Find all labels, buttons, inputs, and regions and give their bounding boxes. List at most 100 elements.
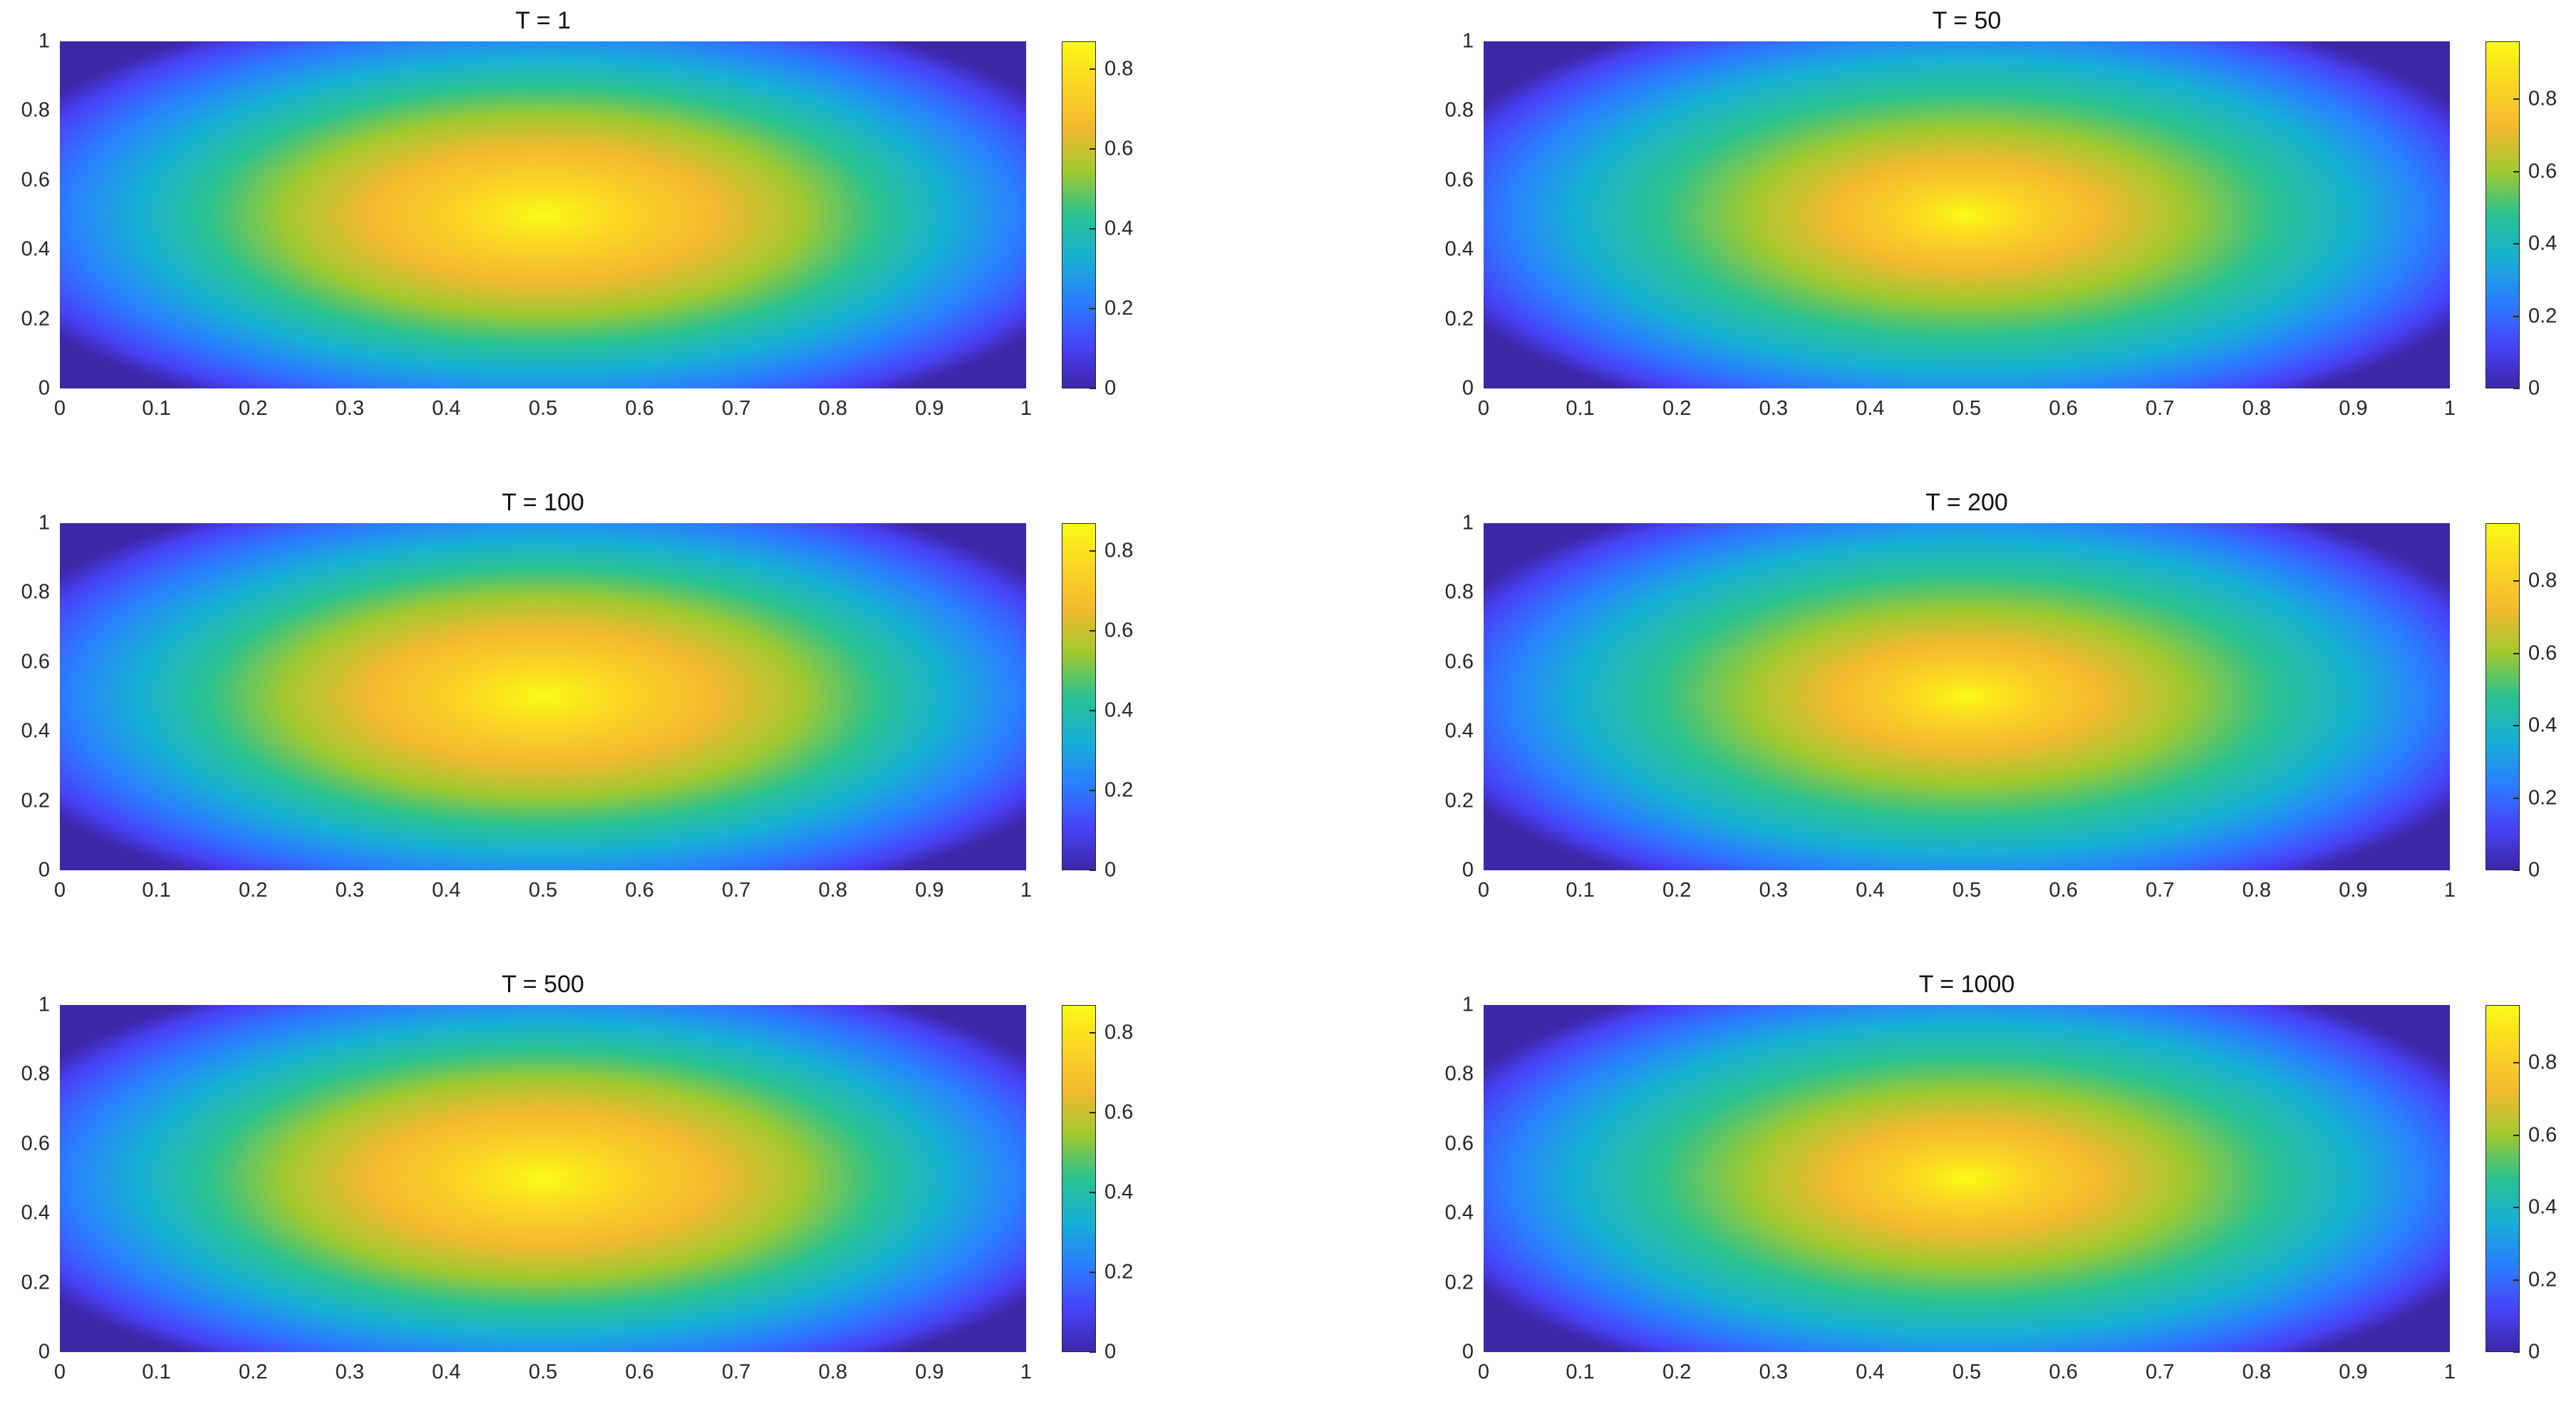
panel-2-colorbar-tick-label: 0.8 [2528, 87, 2557, 110]
panel-2-x-tick-label: 0.4 [1856, 397, 1885, 420]
panel-5-x-tick-label: 0.1 [142, 1361, 171, 1383]
panel-4-x-tick-label: 0.5 [1952, 879, 1982, 902]
panel-6-x-tick-label: 0.8 [2242, 1361, 2271, 1383]
panel-6-colorbar-gradient [2486, 1005, 2520, 1352]
panel-6-x-tick-label: 1 [2443, 1361, 2456, 1383]
panel-2-colorbar-tick-label: 0.2 [2528, 304, 2557, 328]
panel-5-heatmap [60, 1005, 1026, 1352]
panel-4-colorbar-tick-label: 0.6 [2528, 641, 2557, 665]
panel-5-colorbar-gradient [1062, 1005, 1096, 1352]
panel-1-colorbar-tick-mark [1090, 68, 1096, 71]
panel-2-y-tick-label: 0.6 [1444, 168, 1474, 192]
panel-6-heatmap-svg [1484, 1005, 2450, 1352]
panel-3-y-tick-label: 0.6 [21, 650, 50, 674]
panel-4-colorbar-tick-mark [2513, 870, 2520, 871]
panel-1-x-tick-label: 0 [53, 397, 66, 420]
panel-2-colorbar-tick-label: 0.6 [2528, 160, 2557, 183]
panel-5-heatmap-svg [60, 1005, 1026, 1352]
panel-4-colorbar-gradient [2486, 523, 2520, 870]
panel-3-colorbar [1062, 523, 1096, 870]
panel-5-colorbar [1062, 1005, 1096, 1352]
panel-5-y-tick-label: 0.6 [21, 1132, 50, 1155]
panel-2-heatmap [1484, 41, 2450, 388]
panel-3-colorbar-tick-label: 0.8 [1105, 539, 1134, 562]
panel-3-y-tick-label: 1 [38, 511, 50, 535]
panel-1-colorbar-tick-label: 0.4 [1105, 217, 1134, 240]
panel-1-title: T = 1 [515, 7, 571, 34]
panel-6-title: T = 1000 [1918, 971, 2015, 998]
panel-1-colorbar-tick-mark [1090, 228, 1096, 230]
panel-5-colorbar-tick-mark [1090, 1272, 1096, 1274]
panel-6-y-tick-label: 0.6 [1444, 1132, 1474, 1155]
panel-4-x-tick-label: 0.6 [2049, 879, 2078, 902]
panel-3-colorbar-tick-label: 0.4 [1105, 699, 1134, 722]
panel-5-y-tick-label: 0.4 [21, 1201, 50, 1225]
panel-3-heatmap [60, 523, 1026, 870]
panel-6-x-tick-label: 0.9 [2339, 1361, 2368, 1383]
panel-3-colorbar-tick-mark [1090, 870, 1096, 871]
panel-5-x-tick-label: 0.9 [915, 1361, 944, 1383]
panel-5-x-tick-label: 0.5 [528, 1361, 558, 1383]
panel-1-colorbar-svg [1062, 41, 1096, 388]
panel-5-colorbar-tick-mark [1090, 1192, 1096, 1194]
panel-2-y-tick-label: 0.4 [1444, 237, 1474, 261]
panel-1-colorbar-gradient [1062, 41, 1096, 388]
panel-4-heatmap-field [1484, 523, 2450, 870]
panel-1-x-tick-label: 0.4 [432, 397, 461, 420]
panel-5-colorbar-tick-mark [1090, 1351, 1096, 1353]
panel-6-heatmap [1484, 1005, 2450, 1352]
panel-2-colorbar-tick-mark [2513, 98, 2520, 100]
panel-6-colorbar-tick-label: 0.8 [2528, 1051, 2557, 1074]
panel-4-colorbar-tick-mark [2513, 725, 2520, 727]
panel-4-x-tick-label: 0.8 [2242, 879, 2271, 902]
panel-2-y-tick-label: 0.2 [1444, 307, 1474, 331]
panel-3-x-tick-label: 0.1 [142, 879, 171, 902]
panel-6-x-tick-label: 0.3 [1759, 1361, 1788, 1383]
panel-5-x-tick-label: 0.7 [722, 1361, 751, 1383]
panel-6-x-tick-label: 0.7 [2146, 1361, 2175, 1383]
panel-2-colorbar-tick-mark [2513, 170, 2520, 172]
panel-3-x-tick-label: 0.8 [818, 879, 847, 902]
panel-1-x-tick-label: 0.8 [818, 397, 847, 420]
panel-4-x-tick-label: 0.9 [2339, 879, 2368, 902]
panel-6-colorbar-tick-label: 0.4 [2528, 1195, 2557, 1219]
panel-6-colorbar-tick-mark [2513, 1351, 2520, 1353]
panel-3-x-tick-label: 0.9 [915, 879, 944, 902]
panel-1-y-tick-label: 0.6 [21, 168, 50, 192]
panel-6-y-tick-label: 1 [1462, 993, 1474, 1016]
panel-5-colorbar-tick-label: 0.4 [1105, 1180, 1134, 1204]
panel-5-colorbar-tick-mark [1090, 1032, 1096, 1034]
panel-6-colorbar-tick-label: 0.6 [2528, 1123, 2557, 1147]
panel-2-x-tick-label: 0.2 [1662, 397, 1692, 420]
panel-6-y-tick-label: 0.8 [1444, 1062, 1474, 1086]
panel-5-y-tick-label: 0.2 [21, 1271, 50, 1294]
panel-1-colorbar-tick-mark [1090, 308, 1096, 310]
panel-3-x-tick-label: 0.2 [239, 879, 268, 902]
panel-4-colorbar-tick-label: 0.8 [2528, 569, 2557, 592]
panel-1-y-tick-label: 1 [38, 29, 50, 53]
panel-2-x-tick-label: 0.3 [1759, 397, 1788, 420]
panel-5-x-tick-label: 0.8 [818, 1361, 847, 1383]
panel-3-y-tick-label: 0.4 [21, 719, 50, 743]
panel-6-colorbar-tick-label: 0.2 [2528, 1268, 2557, 1292]
panel-3-x-tick-label: 0.5 [528, 879, 558, 902]
panel-2-x-tick-label: 0.9 [2339, 397, 2368, 420]
panel-6-heatmap-field [1484, 1005, 2450, 1352]
panel-2-colorbar-svg [2486, 41, 2520, 388]
panel-5-title: T = 500 [502, 971, 584, 998]
panel-5-x-tick-label: 0.6 [625, 1361, 654, 1383]
panel-1-colorbar-tick-mark [1090, 388, 1096, 389]
panel-1-x-tick-label: 0.1 [142, 397, 171, 420]
panel-6-x-tick-label: 0 [1477, 1361, 1490, 1383]
panel-2-colorbar-gradient [2486, 41, 2520, 388]
panel-5-colorbar-tick-label: 0.8 [1105, 1021, 1134, 1044]
panel-2-title: T = 50 [1932, 7, 2002, 34]
panel-5-heatmap-field [60, 1005, 1026, 1352]
panel-6-colorbar-tick-mark [2513, 1279, 2520, 1281]
panel-2-heatmap-svg [1484, 41, 2450, 388]
panel-1-x-tick-label: 0.3 [335, 397, 364, 420]
panel-4-colorbar-tick-mark [2513, 580, 2520, 582]
panel-5-colorbar-tick-label: 0.6 [1105, 1101, 1134, 1124]
panel-2-colorbar-tick-mark [2513, 315, 2520, 317]
panel-4-x-tick-label: 0.4 [1856, 879, 1885, 902]
